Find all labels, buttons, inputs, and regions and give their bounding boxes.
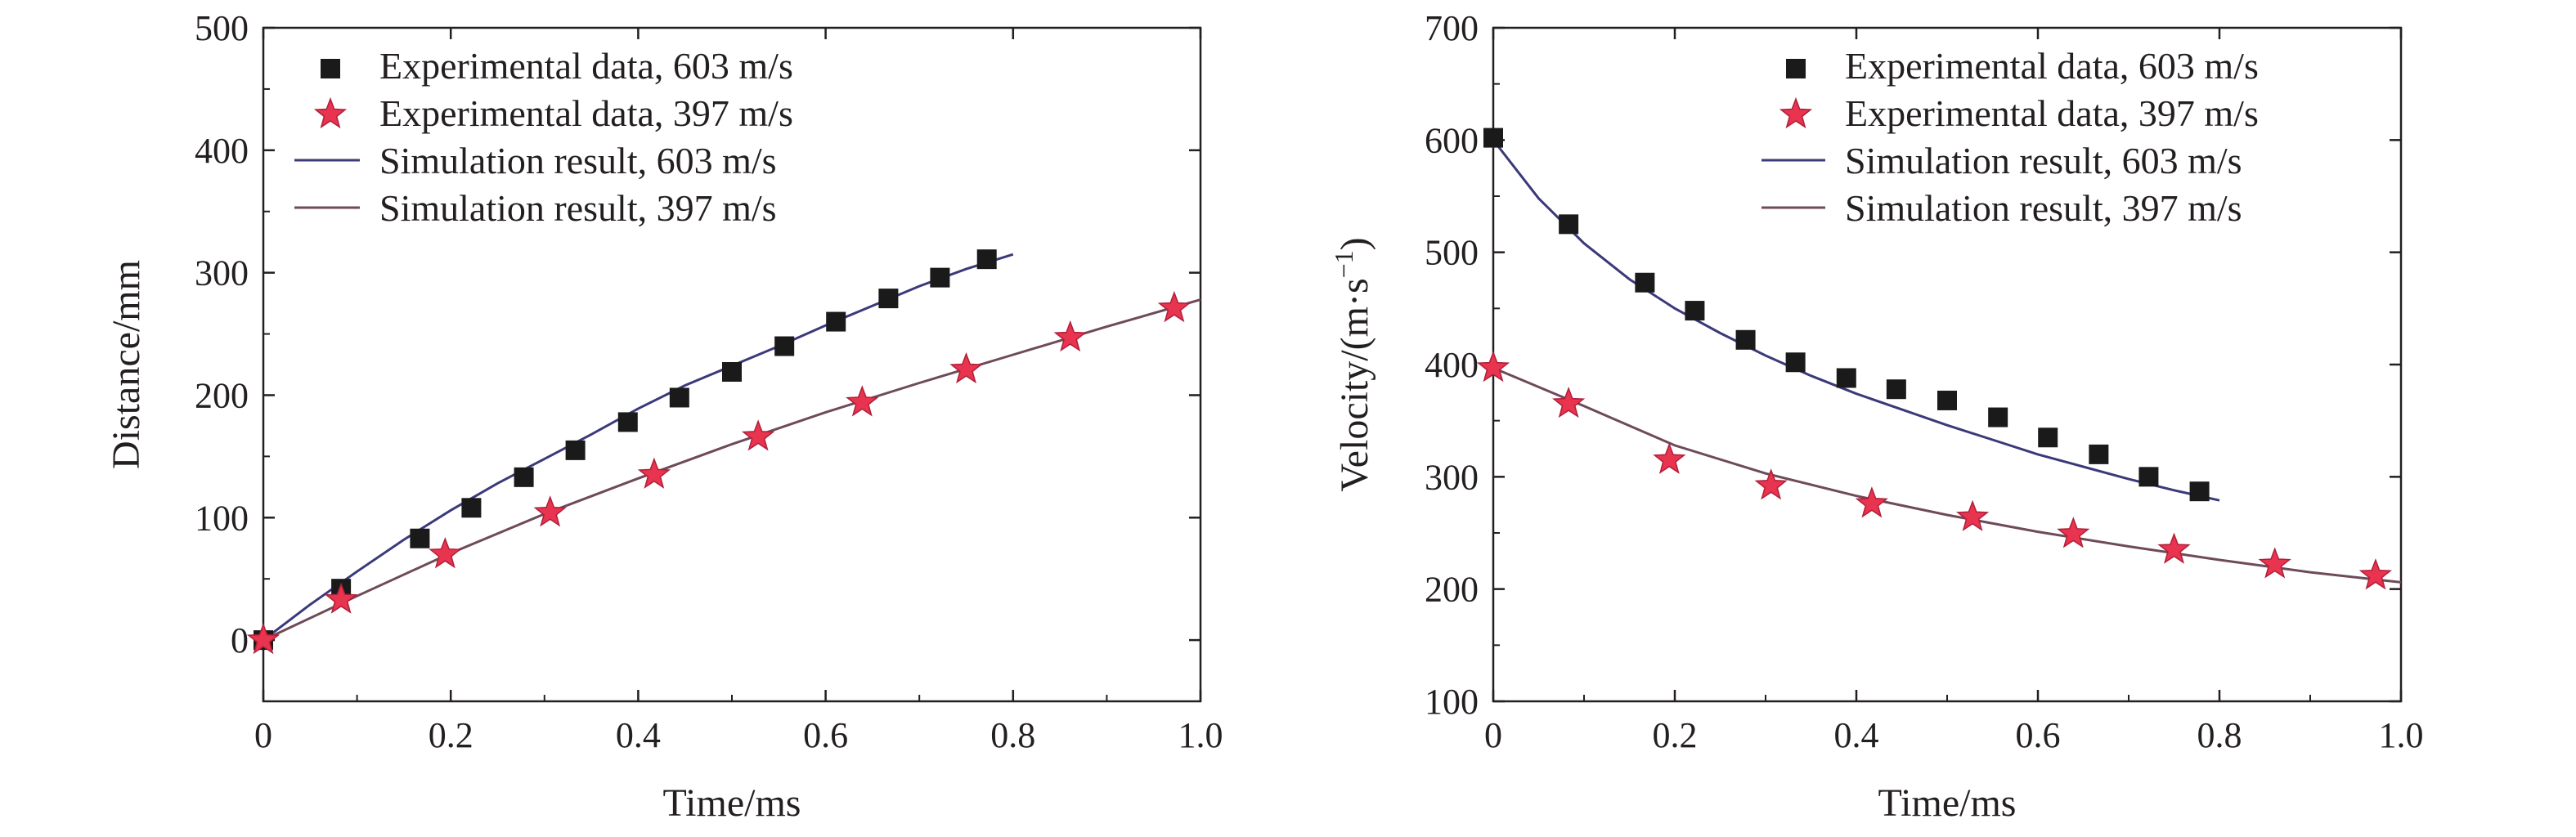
data-point-603 (930, 267, 950, 288)
data-point-603 (878, 289, 899, 309)
data-point-397 (846, 385, 879, 417)
data-point-603 (826, 311, 846, 332)
data-point-603 (617, 412, 638, 432)
x-tick-label: 0.4 (1834, 715, 1879, 755)
data-point-603 (410, 528, 430, 548)
data-point-603 (1635, 272, 1655, 293)
data-point-603 (2089, 444, 2109, 464)
series-line-603 (1492, 139, 2220, 502)
y-tick-label: 100 (1425, 682, 1479, 722)
chart-velocity: 0 0.2 0.4 0.6 0.8 1.0 100 200 300 400 500 600 700 Tim… (1329, 8, 2424, 825)
x-tick-label: 0.2 (429, 715, 473, 755)
series-line-397 (263, 298, 1201, 642)
data-point-397 (533, 495, 567, 527)
data-point-603 (722, 361, 742, 382)
data-point-397 (1157, 290, 1192, 323)
data-point-397 (637, 457, 671, 489)
y-tick-label: 400 (1425, 345, 1479, 385)
data-point-603 (565, 440, 586, 460)
data-point-603 (1559, 214, 1579, 235)
x-tick-label: 0.6 (2016, 715, 2061, 755)
data-point-397 (2157, 532, 2191, 564)
data-point-397 (324, 582, 358, 614)
legend-label: Simulation result, 603 m/s (379, 140, 777, 181)
data-point-397 (2358, 558, 2393, 590)
data-point-603 (2138, 467, 2159, 487)
y-tick-label: 300 (1425, 457, 1479, 497)
legend-label: Simulation result, 603 m/s (1845, 140, 2242, 181)
chart-distance: 0 0.2 0.4 0.6 0.8 1.0 0 100 200 300 400 500 Time/ms D… (105, 8, 1223, 825)
y-tick-label: 500 (1425, 233, 1479, 273)
y-axis-title: Velocity/(m·s−1) (1329, 237, 1376, 491)
y-tick-label: 500 (195, 8, 249, 48)
data-point-397 (949, 351, 983, 384)
data-point-397 (1476, 350, 1510, 383)
series-line-603 (263, 253, 1014, 642)
data-point-603 (1988, 407, 2008, 427)
x-tick-label: 1.0 (2379, 715, 2424, 755)
data-point-603 (2189, 481, 2210, 502)
legend-label: Simulation result, 397 m/s (379, 187, 777, 229)
x-tick-label: 1.0 (1178, 715, 1223, 755)
y-tick-label: 100 (195, 498, 249, 538)
data-point-397 (2057, 517, 2090, 548)
legend-marker-square (321, 59, 340, 78)
y-tick-label: 200 (1425, 570, 1479, 610)
data-point-397 (1053, 320, 1087, 352)
x-axis-title: Time/ms (663, 781, 801, 825)
x-tick-label: 0.2 (1653, 715, 1698, 755)
legend-marker-star (1779, 96, 1813, 129)
data-point-603 (2038, 427, 2058, 448)
data-point-397 (1653, 442, 1686, 474)
x-tick-label: 0.8 (990, 715, 1035, 755)
x-axis-title: Time/ms (1878, 781, 2017, 825)
data-point-397 (246, 622, 280, 655)
data-point-603 (1785, 352, 1806, 373)
data-point-603 (976, 249, 997, 270)
y-axis-title-main: Distance/mm (105, 260, 148, 469)
data-point-397 (429, 537, 462, 569)
data-point-603 (774, 336, 795, 356)
data-point-397 (1855, 486, 1888, 518)
y-tick-label: 300 (195, 253, 249, 293)
data-point-603 (514, 467, 534, 487)
legend-label: Simulation result, 397 m/s (1845, 187, 2242, 229)
data-point-603 (1937, 390, 1957, 410)
legend-marker-star (313, 96, 348, 129)
x-tick-label: 0.6 (803, 715, 848, 755)
data-point-603 (461, 498, 482, 518)
y-tick-label: 0 (231, 620, 249, 660)
legend-label: Experimental data, 397 m/s (379, 92, 793, 134)
y-tick-label: 400 (195, 131, 249, 171)
legend-marker-square (1786, 59, 1806, 78)
y-tick-label: 200 (195, 375, 249, 415)
data-point-603 (669, 387, 689, 408)
y-tick-label: 600 (1425, 120, 1479, 160)
data-point-397 (2258, 547, 2291, 579)
y-axis-title-superscript: −1 (1329, 250, 1358, 278)
x-tick-label: 0 (1484, 715, 1502, 755)
x-tick-label: 0.4 (616, 715, 661, 755)
x-tick-label: 0 (254, 715, 272, 755)
y-axis-title-main: Velocity/(m·s (1333, 278, 1376, 491)
data-point-603 (1886, 379, 1906, 400)
data-point-603 (1685, 301, 1705, 321)
series-line-397 (1492, 366, 2402, 584)
x-tick-label: 0.8 (2197, 715, 2242, 755)
data-point-603 (1483, 128, 1503, 148)
data-point-397 (1552, 386, 1586, 418)
data-point-397 (1955, 499, 1990, 531)
y-axis-title: Distance/mm (105, 260, 148, 469)
legend-label: Experimental data, 397 m/s (1845, 92, 2259, 134)
data-point-603 (1836, 368, 1856, 388)
y-tick-label: 700 (1425, 8, 1479, 48)
data-point-397 (741, 419, 775, 451)
y-axis-title-end: ) (1333, 237, 1376, 250)
legend-label: Experimental data, 603 m/s (1845, 45, 2259, 87)
data-point-603 (1735, 329, 1756, 350)
legend-label: Experimental data, 603 m/s (379, 45, 793, 87)
data-point-397 (1754, 468, 1788, 500)
